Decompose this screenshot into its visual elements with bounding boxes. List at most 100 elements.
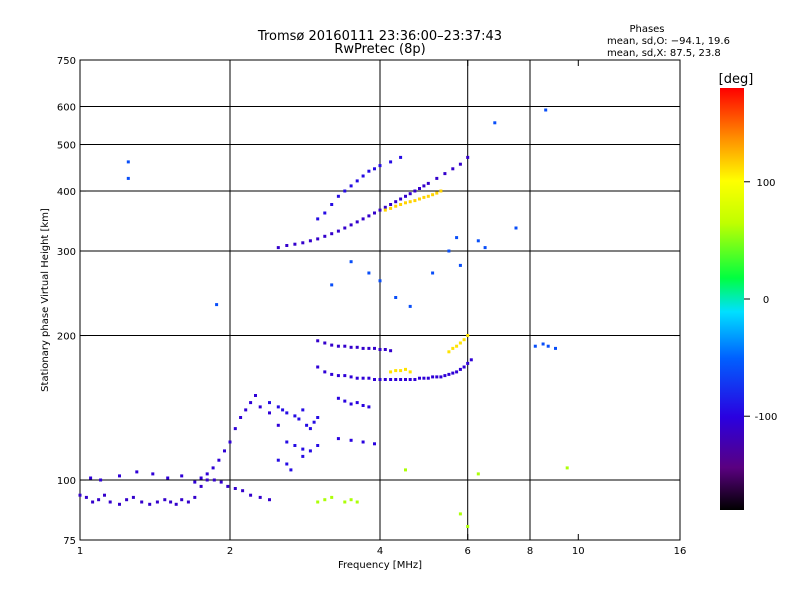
data-point bbox=[78, 493, 82, 497]
colorbar bbox=[720, 88, 744, 510]
x-tick-label: 16 bbox=[674, 546, 687, 557]
data-point bbox=[466, 525, 470, 528]
data-point bbox=[180, 498, 184, 502]
chart-title: Tromsø 20160111 23:36:00–23:37:43 bbox=[257, 29, 502, 44]
data-point bbox=[378, 348, 382, 351]
data-point bbox=[408, 370, 412, 374]
data-point bbox=[166, 476, 170, 480]
data-point bbox=[399, 203, 403, 206]
data-point bbox=[493, 121, 497, 125]
data-point bbox=[361, 217, 365, 221]
data-point bbox=[418, 187, 421, 190]
stats-line-o: mean, sd,O: −94.1, 19.6 bbox=[607, 36, 730, 47]
data-point bbox=[249, 493, 253, 497]
data-point bbox=[293, 414, 297, 418]
data-point bbox=[399, 197, 403, 201]
data-point bbox=[413, 189, 417, 193]
data-point bbox=[355, 401, 359, 405]
data-point bbox=[323, 211, 327, 215]
data-point bbox=[258, 495, 262, 499]
data-point bbox=[308, 427, 312, 431]
data-point bbox=[355, 376, 359, 380]
data-point bbox=[163, 498, 167, 502]
data-point bbox=[373, 167, 376, 171]
data-point bbox=[451, 167, 455, 171]
data-point bbox=[241, 489, 245, 493]
data-point bbox=[389, 206, 393, 210]
data-point bbox=[323, 498, 327, 502]
y-tick-label: 400 bbox=[57, 187, 76, 198]
data-point bbox=[383, 205, 387, 209]
data-point bbox=[435, 375, 439, 379]
x-tick-label: 1 bbox=[77, 546, 83, 557]
data-point bbox=[276, 246, 280, 250]
data-point bbox=[268, 401, 271, 405]
data-point bbox=[186, 500, 190, 504]
data-point bbox=[389, 349, 393, 353]
data-point bbox=[413, 199, 417, 203]
data-point bbox=[413, 378, 417, 381]
data-point bbox=[418, 197, 421, 201]
data-point bbox=[140, 500, 144, 504]
data-point bbox=[426, 181, 430, 185]
y-tick-label: 500 bbox=[57, 141, 76, 152]
data-point bbox=[514, 226, 518, 230]
data-point bbox=[316, 237, 320, 241]
data-point bbox=[378, 279, 382, 283]
data-point bbox=[285, 462, 289, 466]
data-point bbox=[422, 195, 426, 199]
data-point bbox=[426, 376, 430, 380]
data-point bbox=[404, 378, 407, 381]
data-point bbox=[389, 203, 393, 206]
data-point bbox=[293, 444, 297, 447]
data-point bbox=[355, 500, 359, 504]
data-point bbox=[103, 493, 106, 497]
data-point bbox=[336, 344, 340, 348]
data-point bbox=[349, 438, 353, 442]
data-point bbox=[193, 495, 197, 499]
x-tick-label: 6 bbox=[465, 546, 471, 557]
data-point bbox=[431, 193, 435, 197]
gridlines bbox=[80, 60, 680, 540]
data-point bbox=[330, 283, 334, 287]
data-point bbox=[349, 223, 353, 227]
data-point bbox=[226, 484, 230, 488]
data-point bbox=[378, 164, 382, 168]
x-axis-label: Frequency [MHz] bbox=[338, 560, 422, 571]
data-point bbox=[422, 184, 426, 188]
data-point bbox=[431, 271, 435, 275]
data-point bbox=[336, 396, 340, 400]
data-point bbox=[394, 200, 398, 204]
data-point bbox=[155, 500, 159, 504]
data-point bbox=[389, 160, 393, 164]
data-point bbox=[355, 220, 359, 224]
data-point bbox=[476, 239, 480, 243]
colorbar-tick-label: -100 bbox=[755, 412, 778, 423]
data-point bbox=[361, 404, 365, 407]
data-point bbox=[205, 478, 209, 482]
data-point bbox=[367, 169, 371, 173]
data-point bbox=[399, 155, 403, 159]
data-point bbox=[228, 440, 232, 444]
data-point bbox=[205, 472, 209, 476]
data-point bbox=[439, 189, 443, 193]
data-point bbox=[373, 346, 376, 350]
data-point bbox=[418, 376, 421, 380]
x-tick-label: 8 bbox=[527, 546, 533, 557]
data-point bbox=[316, 217, 320, 221]
data-point bbox=[404, 201, 407, 205]
data-point bbox=[174, 502, 178, 506]
data-point bbox=[422, 376, 426, 380]
data-point bbox=[343, 399, 347, 403]
data-point bbox=[533, 344, 537, 348]
data-point bbox=[367, 271, 371, 275]
data-point bbox=[268, 498, 271, 502]
data-point bbox=[367, 346, 371, 350]
data-point bbox=[148, 502, 152, 506]
data-point bbox=[378, 378, 382, 381]
data-point bbox=[249, 401, 253, 405]
data-point bbox=[330, 372, 334, 376]
data-point bbox=[97, 498, 101, 502]
data-point bbox=[367, 376, 371, 380]
